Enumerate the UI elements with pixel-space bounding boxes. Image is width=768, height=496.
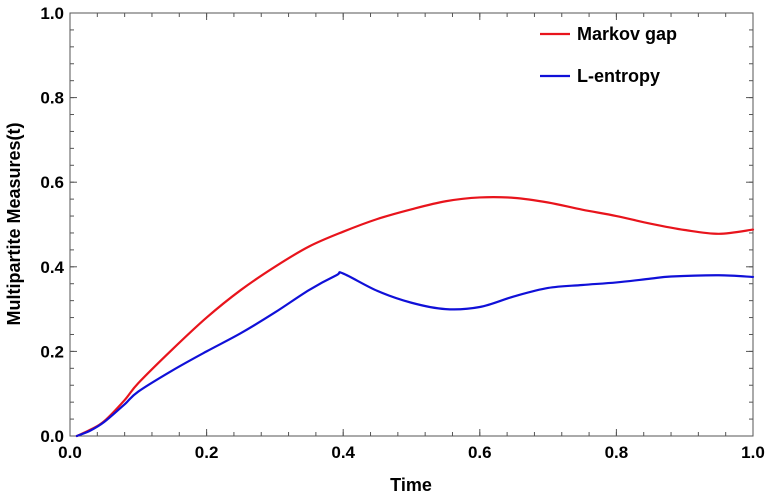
y-tick-label: 0.2 [40,342,64,361]
x-tick-label: 1.0 [741,443,765,462]
y-tick-labels: 0.0 0.2 0.4 0.6 0.8 1.0 [40,4,64,446]
x-tick-label: 0.0 [58,443,82,462]
y-tick-label: 0.0 [40,427,64,446]
axis-ticks [69,12,754,437]
x-tick-label: 0.8 [605,443,629,462]
plot-frame [69,12,754,437]
x-axis-title: Time [390,475,432,495]
x-tick-label: 0.4 [331,443,355,462]
x-tick-label: 0.6 [468,443,492,462]
legend-label-markov-gap: Markov gap [577,24,677,44]
series-line-l-entropy [75,271,755,438]
y-tick-label: 0.4 [40,258,64,277]
y-tick-label: 0.8 [40,89,64,108]
x-tick-label: 0.2 [195,443,219,462]
y-tick-label: 0.6 [40,173,64,192]
y-axis-title: Multipartite Measures(t) [4,122,24,325]
legend-label-l-entropy: L-entropy [577,66,660,86]
legend: Markov gap L-entropy [540,24,677,86]
series-lines [75,195,755,438]
x-tick-labels: 0.0 0.2 0.4 0.6 0.8 1.0 [58,443,765,462]
series-line-markov-gap [75,195,755,438]
y-tick-label: 1.0 [40,4,64,23]
